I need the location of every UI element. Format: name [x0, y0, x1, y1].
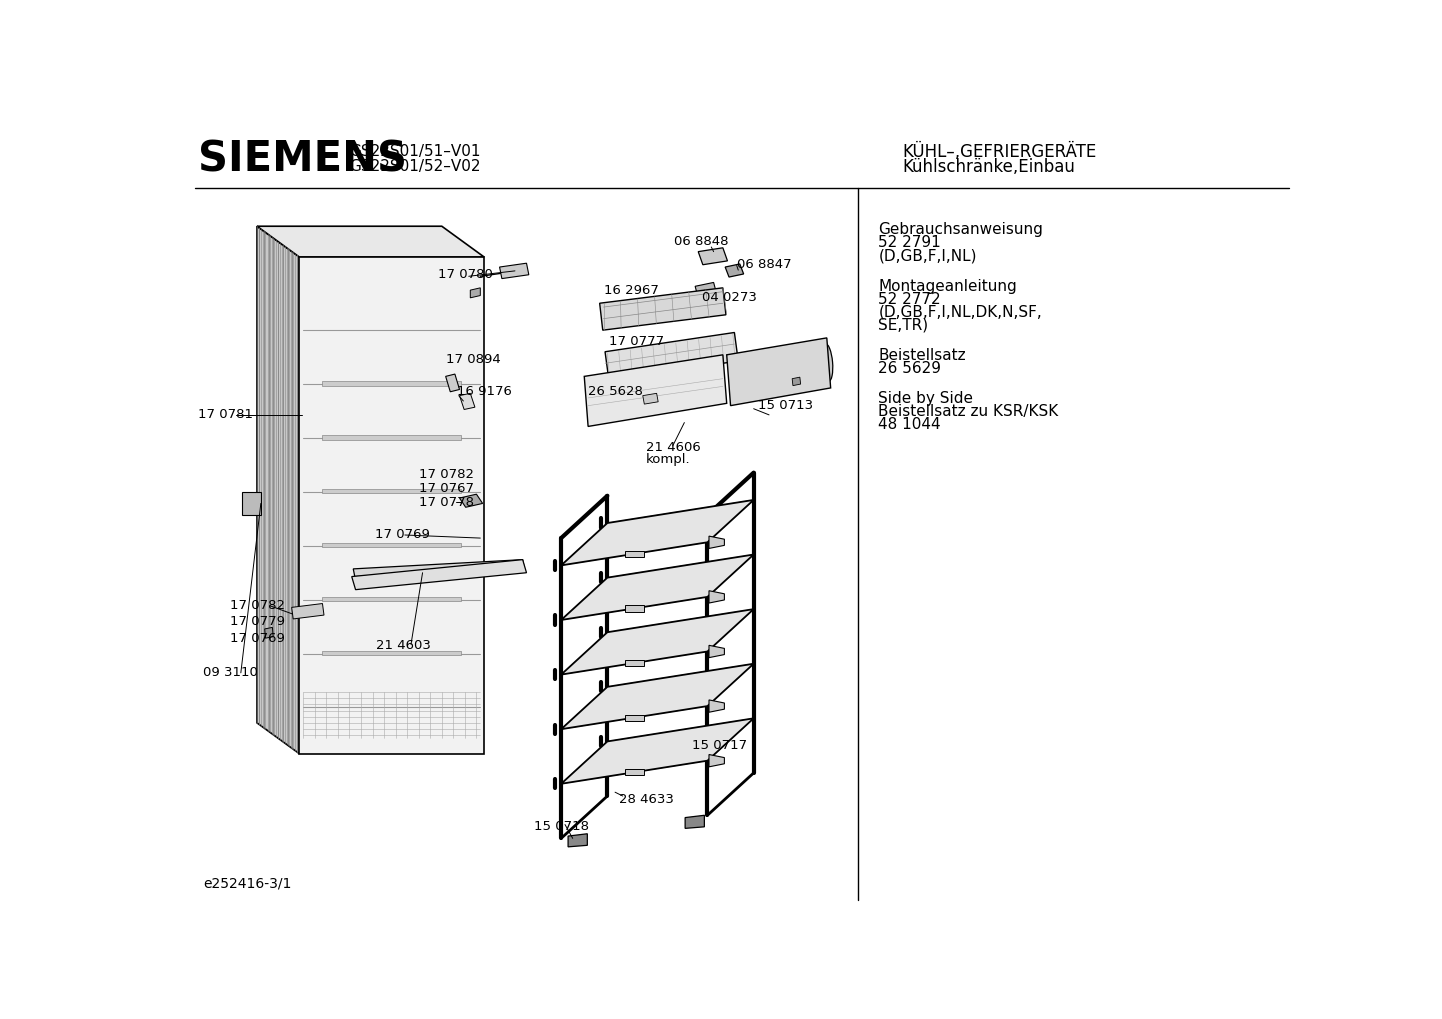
Text: 15 0718: 15 0718 — [534, 820, 590, 834]
Polygon shape — [499, 263, 529, 278]
Polygon shape — [242, 492, 261, 515]
Text: 16 2967: 16 2967 — [604, 283, 659, 297]
Polygon shape — [353, 559, 525, 577]
Text: GS22S01/52–V02: GS22S01/52–V02 — [349, 159, 480, 174]
Text: 17 0782: 17 0782 — [418, 469, 474, 481]
Text: GS22S01/51–V01: GS22S01/51–V01 — [349, 144, 480, 159]
Polygon shape — [561, 554, 754, 620]
Polygon shape — [470, 287, 480, 298]
Text: kompl.: kompl. — [646, 453, 691, 466]
Polygon shape — [624, 714, 643, 720]
Text: KÜHL–,GEFRIERGERÄTE: KÜHL–,GEFRIERGERÄTE — [903, 143, 1096, 161]
Polygon shape — [257, 226, 485, 257]
Polygon shape — [709, 645, 724, 657]
Text: 17 0781: 17 0781 — [198, 409, 252, 422]
Polygon shape — [568, 834, 587, 847]
Polygon shape — [606, 332, 738, 380]
Text: 48 1044: 48 1044 — [878, 417, 942, 432]
Polygon shape — [265, 628, 273, 638]
Text: 52 2791: 52 2791 — [878, 235, 942, 251]
Polygon shape — [624, 660, 643, 666]
Text: 52 2772: 52 2772 — [878, 291, 942, 307]
Polygon shape — [685, 815, 704, 828]
Polygon shape — [600, 287, 725, 330]
Text: 28 4633: 28 4633 — [619, 794, 673, 806]
Text: 15 0717: 15 0717 — [692, 740, 747, 752]
Text: 21 4603: 21 4603 — [376, 639, 431, 652]
Text: 17 0769: 17 0769 — [231, 632, 286, 645]
Polygon shape — [584, 355, 727, 426]
Polygon shape — [709, 536, 724, 548]
Polygon shape — [352, 559, 526, 590]
Text: (D,GB,F,I,NL): (D,GB,F,I,NL) — [878, 249, 976, 264]
Text: 17 0767: 17 0767 — [418, 482, 474, 495]
Polygon shape — [624, 769, 643, 775]
Polygon shape — [561, 500, 754, 566]
Text: Montageanleitung: Montageanleitung — [878, 278, 1017, 293]
Polygon shape — [323, 381, 461, 385]
Text: 26 5629: 26 5629 — [878, 361, 942, 376]
Text: Gebrauchsanweisung: Gebrauchsanweisung — [878, 222, 1043, 237]
Text: 17 0769: 17 0769 — [375, 529, 430, 541]
Text: 06 8847: 06 8847 — [737, 258, 792, 271]
Text: Side by Side: Side by Side — [878, 391, 973, 406]
Polygon shape — [709, 700, 724, 712]
Polygon shape — [709, 591, 724, 603]
Polygon shape — [727, 338, 831, 406]
Text: 17 0778: 17 0778 — [418, 496, 474, 510]
Text: 06 8848: 06 8848 — [673, 235, 728, 249]
Polygon shape — [709, 754, 724, 767]
Polygon shape — [291, 603, 324, 619]
Text: 04 0273: 04 0273 — [702, 291, 757, 305]
Text: Beistellsatz zu KSR/KSK: Beistellsatz zu KSR/KSK — [878, 405, 1058, 419]
Text: Beistellsatz: Beistellsatz — [878, 347, 966, 363]
Polygon shape — [792, 377, 800, 385]
Polygon shape — [561, 663, 754, 730]
Polygon shape — [257, 226, 300, 754]
Polygon shape — [624, 605, 643, 611]
Polygon shape — [561, 609, 754, 675]
Text: 15 0713: 15 0713 — [757, 399, 813, 412]
Text: SIEMENS: SIEMENS — [198, 139, 407, 180]
Text: 26 5628: 26 5628 — [588, 385, 643, 398]
Text: 16 9176: 16 9176 — [457, 385, 512, 398]
Text: SE,TR): SE,TR) — [878, 318, 929, 333]
Polygon shape — [643, 393, 658, 405]
Polygon shape — [323, 650, 461, 655]
Text: 17 0777: 17 0777 — [609, 335, 663, 348]
Text: e252416‑3/1: e252416‑3/1 — [203, 876, 291, 890]
Polygon shape — [323, 596, 461, 601]
Text: 17 0782: 17 0782 — [231, 599, 286, 612]
Text: 09 3110: 09 3110 — [203, 666, 258, 680]
Polygon shape — [323, 435, 461, 439]
Polygon shape — [460, 393, 474, 410]
Text: 17 0780: 17 0780 — [438, 268, 493, 281]
Polygon shape — [561, 718, 754, 784]
Text: 21 4606: 21 4606 — [646, 441, 701, 453]
Polygon shape — [300, 257, 485, 754]
Polygon shape — [695, 282, 717, 298]
Polygon shape — [725, 264, 744, 277]
Polygon shape — [698, 248, 727, 265]
Text: Kühlschränke,Einbau: Kühlschränke,Einbau — [903, 158, 1076, 176]
Polygon shape — [624, 550, 643, 557]
Polygon shape — [323, 489, 461, 493]
Polygon shape — [323, 543, 461, 547]
Text: 17 0779: 17 0779 — [231, 614, 286, 628]
Ellipse shape — [820, 343, 833, 382]
Polygon shape — [446, 374, 460, 391]
Polygon shape — [460, 494, 483, 507]
Text: (D,GB,F,I,NL,DK,N,SF,: (D,GB,F,I,NL,DK,N,SF, — [878, 305, 1043, 320]
Text: 17 0894: 17 0894 — [446, 353, 500, 366]
